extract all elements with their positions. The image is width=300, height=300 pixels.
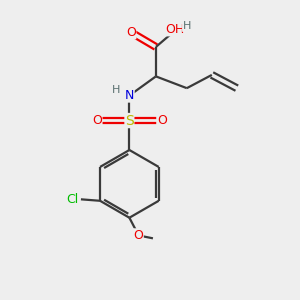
Text: OH: OH [165, 23, 185, 36]
Text: H: H [183, 21, 191, 31]
Text: O: O [92, 114, 102, 127]
Text: H: H [112, 85, 120, 94]
Text: O: O [157, 114, 167, 127]
Text: O: O [126, 26, 136, 39]
Text: N: N [125, 89, 134, 102]
Text: Cl: Cl [66, 193, 78, 206]
Text: O: O [133, 229, 143, 242]
Text: S: S [125, 114, 134, 128]
